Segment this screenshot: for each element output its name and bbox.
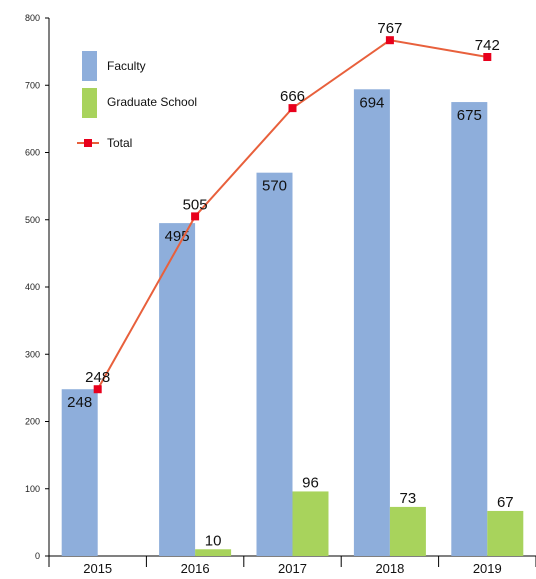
y-tick-label: 400: [25, 282, 40, 292]
bar-label-graduate-school: 73: [400, 490, 417, 507]
legend-label-graduate-school: Graduate School: [107, 95, 197, 109]
bar-graduate-school: [389, 506, 426, 556]
y-tick-label: 300: [25, 349, 40, 359]
data-label-total: 505: [183, 196, 208, 213]
legend-label-total: Total: [107, 136, 132, 150]
bar-graduate-school: [487, 510, 524, 556]
legend-label-faculty: Faculty: [107, 59, 146, 73]
bar-faculty: [256, 172, 293, 557]
marker-total: [483, 53, 492, 62]
x-tick-label: 2018: [375, 561, 404, 574]
legend-swatch-faculty: [82, 51, 97, 81]
marker-total: [93, 385, 102, 394]
marker-total: [385, 36, 394, 45]
bar-graduate-school: [292, 491, 329, 556]
bar-label-graduate-school: 67: [497, 494, 514, 511]
legend-marker-total: [84, 139, 92, 147]
legend-swatch-graduate-school: [82, 88, 97, 118]
y-tick-label: 200: [25, 417, 40, 427]
x-tick-label: 2019: [473, 561, 502, 574]
bar-label-faculty: 495: [165, 228, 190, 245]
bar-label-graduate-school: 10: [205, 532, 222, 549]
marker-total: [288, 104, 297, 113]
x-tick-label: 2015: [83, 561, 112, 574]
bar-label-faculty: 675: [457, 107, 482, 124]
bar-faculty: [353, 89, 390, 556]
bar-faculty: [61, 389, 98, 556]
x-tick-label: 2016: [181, 561, 210, 574]
y-tick-label: 100: [25, 484, 40, 494]
y-tick-label: 600: [25, 148, 40, 158]
bar-graduate-school: [195, 549, 232, 556]
bar-faculty: [451, 102, 488, 556]
data-label-total: 666: [280, 88, 305, 105]
data-label-total: 742: [475, 37, 500, 54]
data-label-total: 248: [85, 369, 110, 386]
y-tick-label: 800: [25, 13, 40, 23]
x-tick-label: 2017: [278, 561, 307, 574]
marker-total: [191, 212, 200, 221]
y-tick-label: 0: [35, 551, 40, 561]
bar-label-faculty: 570: [262, 178, 287, 195]
bar-faculty: [159, 223, 196, 557]
y-tick-label: 700: [25, 80, 40, 90]
y-tick-label: 500: [25, 215, 40, 225]
bar-label-graduate-school: 96: [302, 474, 319, 491]
data-label-total: 767: [377, 20, 402, 37]
bar-label-faculty: 694: [359, 94, 384, 111]
bar-label-faculty: 248: [67, 394, 92, 411]
